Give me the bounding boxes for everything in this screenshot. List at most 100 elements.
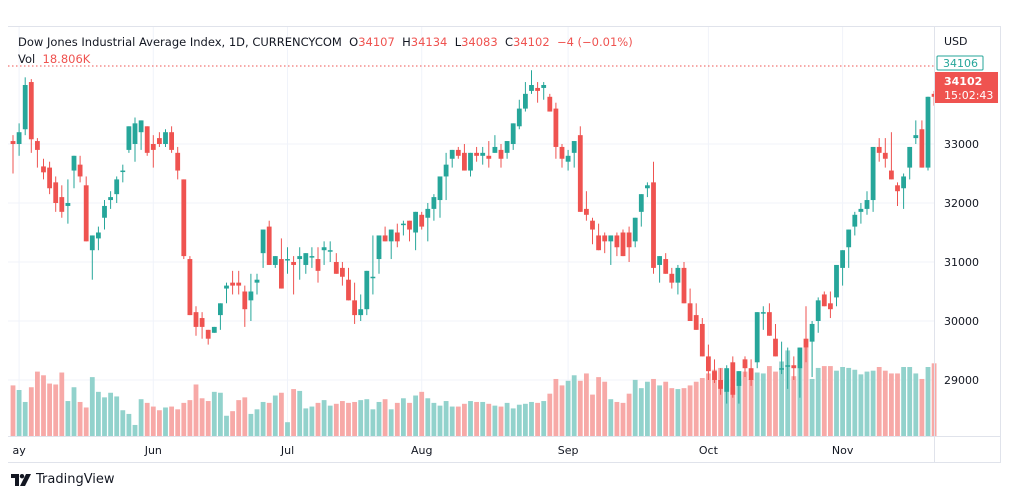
volume-bar xyxy=(89,377,95,436)
candle-body xyxy=(632,217,638,242)
candle-body xyxy=(486,155,492,159)
candle-body xyxy=(16,132,22,144)
volume-bar xyxy=(114,396,120,436)
candle-body xyxy=(108,197,113,201)
volume-bar xyxy=(901,367,906,436)
volume-bar xyxy=(803,347,809,436)
candle-body xyxy=(913,135,919,139)
candle-body xyxy=(626,232,632,248)
last-price-badge xyxy=(935,72,998,103)
candle-body xyxy=(516,108,522,127)
candle-body xyxy=(297,256,303,260)
symbol-title[interactable]: Dow Jones Industrial Average Index, 1D, … xyxy=(18,35,342,49)
volume-bar xyxy=(590,394,595,436)
volume-bar xyxy=(791,376,797,436)
tradingview-brand-name: TradingView xyxy=(36,472,115,487)
volume-bar xyxy=(608,399,614,436)
candle-body xyxy=(870,146,876,201)
volume-bar xyxy=(138,399,144,436)
volume-bar xyxy=(297,390,303,436)
volume-bar xyxy=(693,381,699,436)
candle-body xyxy=(407,220,412,230)
volume-bar xyxy=(681,388,687,436)
volume-bar xyxy=(504,402,510,436)
candle-body xyxy=(364,270,370,310)
volume-bar xyxy=(120,410,126,436)
volume-bar xyxy=(47,383,52,436)
candle-body xyxy=(224,285,229,289)
volume-bar xyxy=(242,397,248,436)
candle-body xyxy=(47,167,52,189)
candle-body xyxy=(144,126,150,153)
candle-body xyxy=(65,203,71,206)
volume-bar xyxy=(895,373,900,436)
volume-bar xyxy=(669,388,675,436)
candle-body xyxy=(736,371,742,386)
volume-bar xyxy=(419,391,425,436)
volume-bar xyxy=(925,367,931,436)
candle-body xyxy=(254,279,260,283)
volume-bar xyxy=(748,378,754,436)
candle-body xyxy=(138,120,144,133)
volume-bar xyxy=(596,377,601,436)
volume-bar xyxy=(279,392,284,436)
candle-body xyxy=(925,96,931,168)
candle-body xyxy=(773,338,778,357)
volume-bar xyxy=(760,373,766,436)
volume-bar xyxy=(260,401,266,436)
candle-body xyxy=(102,205,107,218)
candle-body xyxy=(309,256,315,258)
candlestick-chart[interactable]: 2900030000310003200033000USD341063410215… xyxy=(8,27,1000,463)
volume-bar xyxy=(620,402,626,436)
volume-bar xyxy=(376,401,382,436)
candle-body xyxy=(901,176,906,189)
high-value: 34134 xyxy=(410,35,448,49)
candle-body xyxy=(431,197,437,209)
candle-body xyxy=(132,123,138,144)
volume-bar xyxy=(553,378,559,436)
volume-bar xyxy=(468,401,473,436)
y-tick-label: 31000 xyxy=(944,256,979,269)
candle-body xyxy=(828,303,833,310)
candle-body xyxy=(394,232,400,242)
open-value: 34107 xyxy=(358,35,395,49)
y-tick-label: 33000 xyxy=(944,138,979,151)
candle-body xyxy=(657,256,662,265)
candle-body xyxy=(718,380,723,389)
volume-bar xyxy=(651,378,656,436)
volume-bar xyxy=(632,379,638,436)
volume-bar xyxy=(529,401,534,436)
candle-body xyxy=(120,170,126,173)
volume-bar xyxy=(510,408,516,436)
volume-bar xyxy=(71,387,77,436)
candle-body xyxy=(535,87,540,91)
volume-bar xyxy=(706,373,711,436)
currency-label: USD xyxy=(944,35,968,48)
volume-bar xyxy=(291,389,296,436)
candle-body xyxy=(907,146,913,168)
candle-body xyxy=(675,267,681,283)
candle-body xyxy=(28,82,34,140)
candle-body xyxy=(541,85,547,88)
volume-bar xyxy=(718,367,723,436)
volume-bar xyxy=(565,380,571,436)
tradingview-logo[interactable]: TradingView xyxy=(11,472,115,487)
candle-body xyxy=(699,323,705,357)
volume-bar xyxy=(821,366,827,436)
candle-body xyxy=(852,214,858,227)
candle-body xyxy=(236,282,242,286)
volume-bar xyxy=(169,406,174,436)
crosshair-price-box xyxy=(936,55,984,71)
candle-body xyxy=(169,132,174,150)
volume-bar xyxy=(35,371,40,436)
candle-body xyxy=(157,138,162,144)
volume-bar xyxy=(724,380,730,436)
volume-bar xyxy=(437,405,443,436)
candle-body xyxy=(425,208,431,218)
volume-bar xyxy=(388,409,394,436)
candle-body xyxy=(346,279,351,301)
volume-bar xyxy=(730,387,736,436)
volume-bar xyxy=(370,409,376,436)
candle-body xyxy=(645,185,650,189)
volume-bar xyxy=(224,415,229,436)
